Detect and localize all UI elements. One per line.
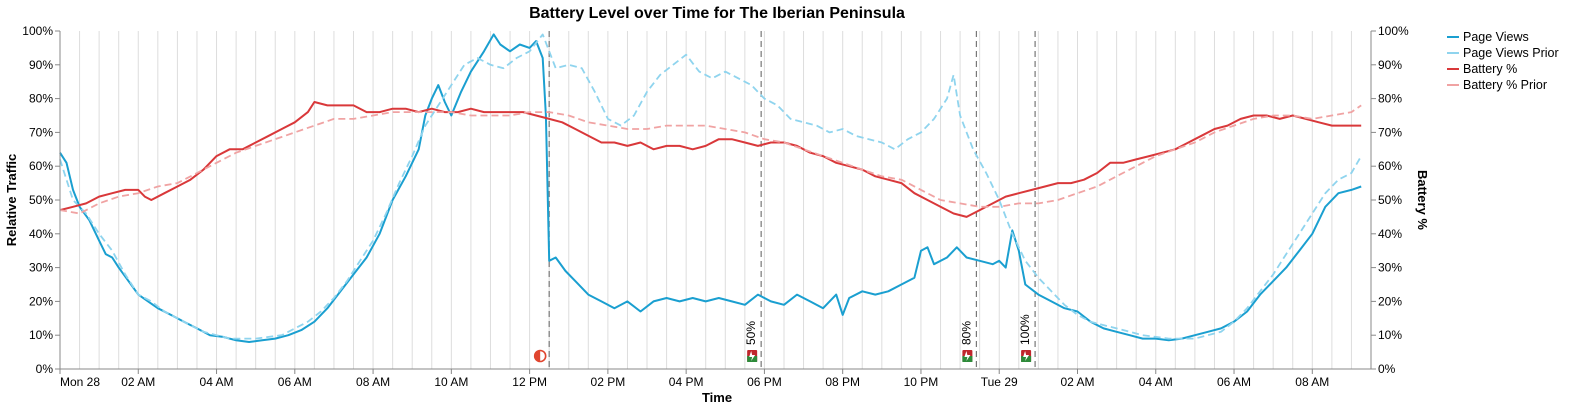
legend: Page Views Page Views Prior Battery % Batte… (1447, 30, 1559, 92)
y-tick-label-right: 30% (1378, 261, 1402, 275)
grid (59, 31, 1372, 369)
x-tick-label: 04 PM (669, 375, 704, 389)
series-line-page-views (59, 33, 1362, 343)
x-tick-label: 06 AM (278, 375, 312, 389)
x-axis-title: Time (702, 390, 732, 405)
y-tick-label-right: 40% (1378, 227, 1402, 241)
annotations: 50% 80% 100% (533, 31, 1036, 369)
y-tick-label-left: 90% (29, 58, 53, 72)
annotation-label: 100% (1018, 314, 1032, 345)
x-tick-label: 08 AM (356, 375, 390, 389)
y-tick-label-right: 70% (1378, 125, 1402, 139)
x-tick-label: 06 PM (747, 375, 782, 389)
legend-label: Page Views (1463, 30, 1529, 44)
y-tick-label-left: 0% (36, 362, 54, 376)
half-circle-icon (533, 349, 547, 363)
x-tick-label: Mon 28 (60, 375, 100, 389)
legend-label: Page Views Prior (1463, 46, 1559, 60)
series-line-page-views-prior (59, 33, 1362, 340)
x-tick-label: 02 PM (591, 375, 626, 389)
series-line-battery (59, 101, 1362, 218)
legend-label: Battery % Prior (1463, 78, 1547, 92)
x-tick-label: 12 PM (512, 375, 547, 389)
battery-charging-icon (962, 350, 973, 362)
y-tick-label-right: 80% (1378, 92, 1402, 106)
x-tick-label: 08 PM (825, 375, 860, 389)
y-tick-label-left: 70% (29, 125, 53, 139)
x-tick-label: 10 AM (434, 375, 468, 389)
battery-charging-icon (747, 350, 758, 362)
series-line-battery-prior (59, 104, 1362, 215)
y-tick-label-right: 100% (1378, 24, 1409, 38)
y-tick-label-right: 10% (1378, 328, 1402, 342)
battery-charging-icon (1021, 350, 1032, 362)
legend-label: Battery % (1463, 62, 1517, 76)
y-tick-label-left: 50% (29, 193, 53, 207)
chart-title: Battery Level over Time for The Iberian … (529, 5, 905, 22)
y-tick-label-left: 10% (29, 328, 53, 342)
y-tick-label-left: 100% (22, 24, 53, 38)
y-tick-label-right: 0% (1378, 362, 1396, 376)
y-tick-label-left: 30% (29, 261, 53, 275)
y-tick-label-right: 90% (1378, 58, 1402, 72)
y-tick-label-left: 60% (29, 159, 53, 173)
x-tick-label: 08 AM (1295, 375, 1329, 389)
y-tick-label-left: 80% (29, 92, 53, 106)
x-tick-label: 04 AM (1139, 375, 1173, 389)
annotation-label: 50% (744, 321, 758, 345)
x-tick-label: 02 AM (1060, 375, 1094, 389)
x-tick-label: 02 AM (121, 375, 155, 389)
y-axis-title-left: Relative Traffic (4, 154, 19, 247)
y-tick-label-left: 40% (29, 227, 53, 241)
axes: Time Relative Traffic Battery % 0% 0% 10% 1… (4, 24, 1430, 405)
y-tick-label-right: 20% (1378, 294, 1402, 308)
x-tick-label: Tue 29 (981, 375, 1018, 389)
x-tick-label: 10 PM (904, 375, 939, 389)
y-tick-label-left: 20% (29, 294, 53, 308)
x-tick-label: 06 AM (1217, 375, 1251, 389)
series-lines (59, 33, 1362, 343)
y-tick-label-right: 60% (1378, 159, 1402, 173)
y-axis-title-right: Battery % (1415, 170, 1430, 230)
y-tick-label-right: 50% (1378, 193, 1402, 207)
annotation-label: 80% (959, 321, 973, 345)
x-tick-label: 04 AM (200, 375, 234, 389)
